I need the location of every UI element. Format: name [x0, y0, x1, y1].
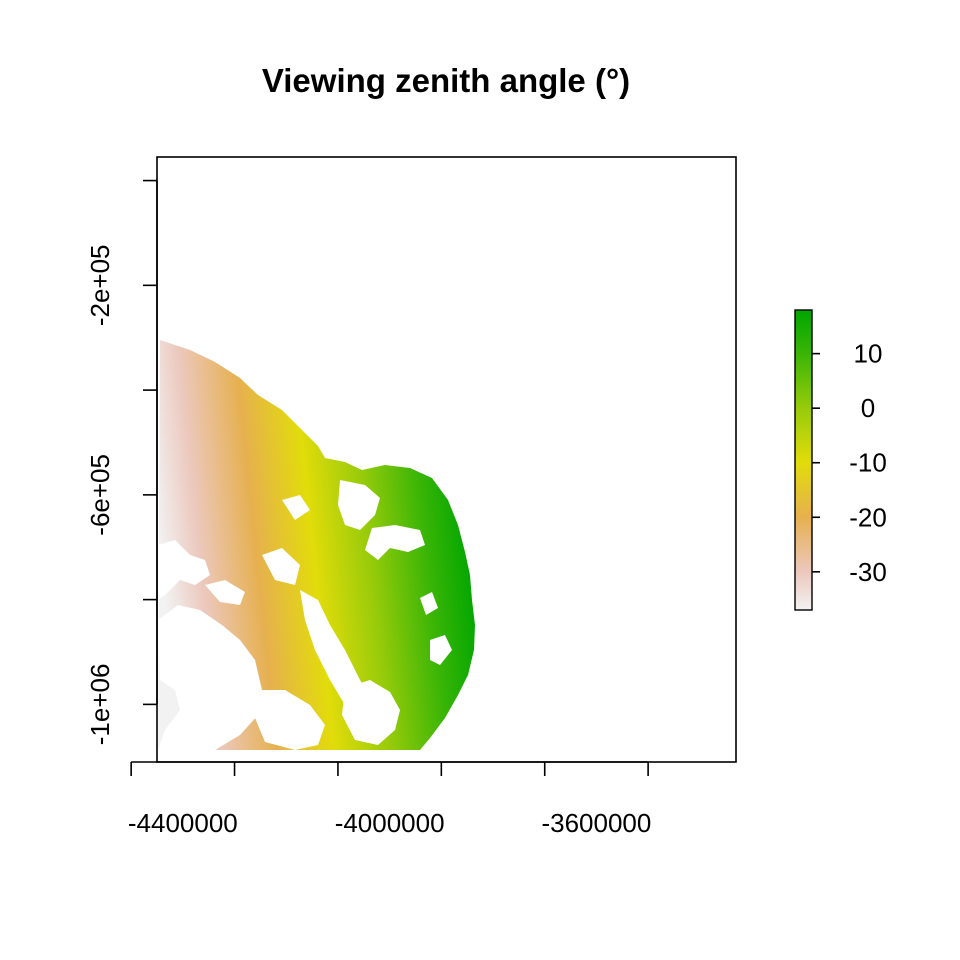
chart-title: Viewing zenith angle (°): [262, 62, 630, 99]
legend-tick-label: -10: [849, 448, 887, 478]
legend-tick-label: 0: [861, 393, 875, 423]
gap-center-1: [300, 590, 372, 715]
x-tick-label: -4000000: [335, 808, 445, 838]
gap-south-1: [255, 690, 325, 750]
gap-east-2: [365, 525, 425, 560]
y-tick-label: -1e+06: [85, 664, 115, 746]
color-legend: 10 0 -10 -20 -30: [794, 309, 887, 611]
y-tick-label: -2e+05: [85, 244, 115, 326]
gap-east-3: [342, 680, 400, 745]
y-axis: -2e+05 -6e+05 -1e+06: [85, 179, 158, 746]
legend-tick-label: 10: [854, 339, 883, 369]
gap-east-1: [338, 480, 380, 530]
legend-tick-label: -20: [849, 502, 887, 532]
legend-colorbar: [794, 309, 813, 611]
gap-east-5: [420, 592, 438, 615]
legend-tick-label: -30: [849, 557, 887, 587]
raster-layer: [158, 340, 475, 750]
x-tick-label: -4400000: [128, 808, 238, 838]
gap-east-4: [430, 635, 452, 665]
gap-mid-2: [262, 548, 300, 585]
gap-west-2: [158, 605, 262, 750]
y-tick-label: -6e+05: [85, 454, 115, 536]
raster-gaps: [158, 480, 452, 750]
x-axis: -4400000 -4000000 -3600000: [128, 761, 651, 838]
gap-mid-1: [205, 580, 245, 605]
gap-center-2: [282, 495, 310, 520]
gap-west-1: [158, 540, 210, 600]
x-tick-label: -3600000: [541, 808, 651, 838]
